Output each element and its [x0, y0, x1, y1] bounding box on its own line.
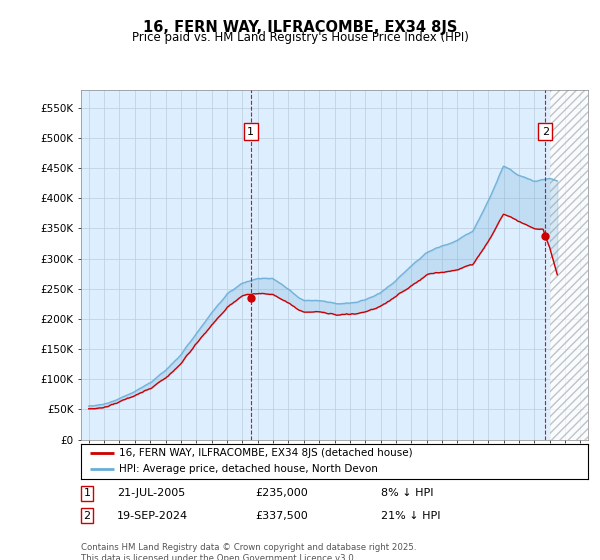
Bar — [550, 90, 588, 440]
Text: 16, FERN WAY, ILFRACOMBE, EX34 8JS (detached house): 16, FERN WAY, ILFRACOMBE, EX34 8JS (deta… — [119, 449, 413, 459]
Text: HPI: Average price, detached house, North Devon: HPI: Average price, detached house, Nort… — [119, 464, 378, 474]
Text: 8% ↓ HPI: 8% ↓ HPI — [381, 488, 433, 498]
Text: 1: 1 — [83, 488, 91, 498]
Text: 16, FERN WAY, ILFRACOMBE, EX34 8JS: 16, FERN WAY, ILFRACOMBE, EX34 8JS — [143, 20, 457, 35]
Text: £337,500: £337,500 — [255, 511, 308, 521]
Text: 2: 2 — [83, 511, 91, 521]
Text: 21% ↓ HPI: 21% ↓ HPI — [381, 511, 440, 521]
Text: 1: 1 — [247, 127, 254, 137]
Text: Contains HM Land Registry data © Crown copyright and database right 2025.
This d: Contains HM Land Registry data © Crown c… — [81, 543, 416, 560]
Text: 19-SEP-2024: 19-SEP-2024 — [117, 511, 188, 521]
Text: 21-JUL-2005: 21-JUL-2005 — [117, 488, 185, 498]
Text: Price paid vs. HM Land Registry's House Price Index (HPI): Price paid vs. HM Land Registry's House … — [131, 31, 469, 44]
Bar — [550, 90, 588, 440]
Text: £235,000: £235,000 — [255, 488, 308, 498]
Text: 2: 2 — [542, 127, 549, 137]
